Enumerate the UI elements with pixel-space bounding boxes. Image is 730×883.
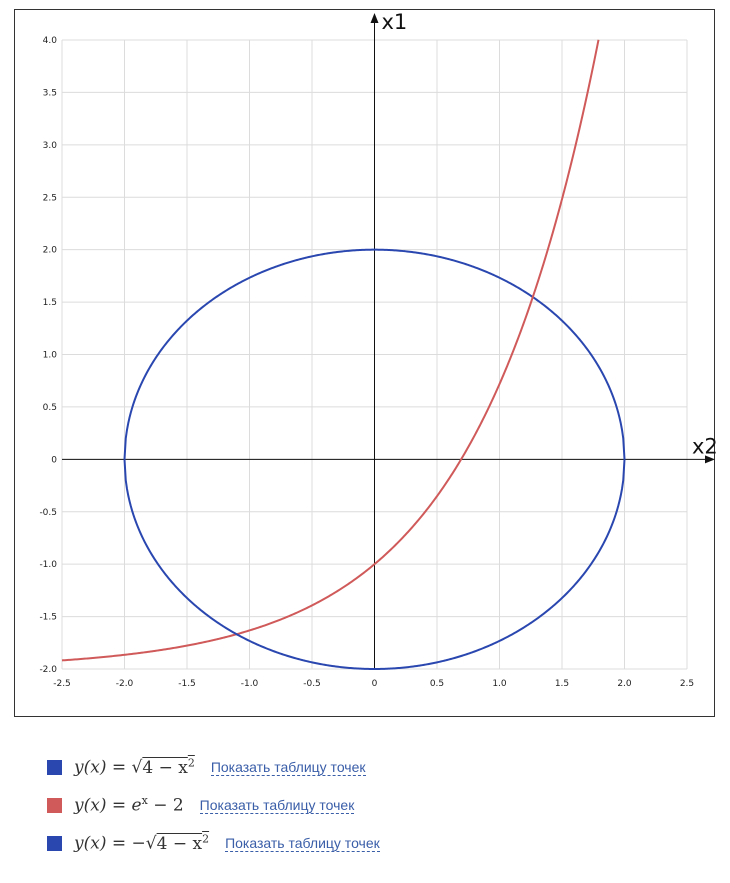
show-points-table-link[interactable]: Показать таблицу точек <box>210 758 366 776</box>
x-tick-label: 2.5 <box>680 679 694 689</box>
series-line-1 <box>123 248 626 460</box>
y-tick-label: 3.0 <box>43 141 58 151</box>
y-tick-label: 2.5 <box>43 193 57 203</box>
legend-formula: y(x) = −√4 − x2 <box>74 832 210 854</box>
x-tick-label: 1.0 <box>492 679 507 689</box>
x-tick-label: 1.5 <box>555 679 569 689</box>
show-points-table-link[interactable]: Показать таблицу точек <box>225 834 380 852</box>
x-axis-arrow <box>705 455 715 464</box>
y-tick-label: 1.5 <box>43 298 57 308</box>
y-tick-label: 0 <box>51 455 57 465</box>
x-tick-label: 0.5 <box>430 679 444 689</box>
legend: y(x) = √4 − x2 Показать таблицу точек y(… <box>47 748 380 862</box>
y-tick-label: 1.0 <box>43 351 58 361</box>
y-axis-name: x1 <box>382 10 408 34</box>
x-tick-label: -2.5 <box>53 679 71 689</box>
series-line-3 <box>123 459 626 670</box>
y-tick-label: 4.0 <box>43 36 58 46</box>
y-tick-label: 2.0 <box>43 246 58 256</box>
legend-swatch <box>47 797 62 813</box>
legend-swatch <box>47 759 62 775</box>
legend-item-sqrt: y(x) = √4 − x2 Показать таблицу точек <box>47 748 380 786</box>
legend-formula: y(x) = √4 − x2 <box>74 756 195 778</box>
legend-item-exp: y(x) = ex − 2 Показать таблицу точек <box>47 786 380 824</box>
y-tick-label: -1.0 <box>39 560 57 570</box>
x-tick-label: 2.0 <box>617 679 632 689</box>
x-axis-name: x2 <box>692 434 716 458</box>
y-axis-arrow <box>370 13 379 23</box>
legend-swatch <box>47 835 62 851</box>
y-tick-label: 3.5 <box>43 88 57 98</box>
legend-item-neg-sqrt: y(x) = −√4 − x2 Показать таблицу точек <box>47 824 380 862</box>
x-tick-label: -0.5 <box>303 679 321 689</box>
legend-formula: y(x) = ex − 2 <box>74 794 184 816</box>
x-tick-label: -1.0 <box>241 679 259 689</box>
x-tick-label: -2.0 <box>116 679 134 689</box>
y-tick-label: 0.5 <box>43 403 57 413</box>
show-points-table-link[interactable]: Показать таблицу точек <box>199 796 355 814</box>
y-tick-label: -1.5 <box>39 613 57 623</box>
plot-frame: -2.5 -2.0 -1.5 -1.0 -0.5 0 0.5 1.0 1.5 2.0 2.5 -2.0… <box>14 9 716 717</box>
x-tick-label: -1.5 <box>178 679 196 689</box>
series-line-2 <box>61 39 600 662</box>
y-tick-label: -2.0 <box>39 665 57 675</box>
y-tick-label: -0.5 <box>39 508 57 518</box>
x-tick-label: 0 <box>372 679 378 689</box>
function-plot: -2.5 -2.0 -1.5 -1.0 -0.5 0 0.5 1.0 1.5 2.0 2.5 -2.0… <box>39 10 716 689</box>
